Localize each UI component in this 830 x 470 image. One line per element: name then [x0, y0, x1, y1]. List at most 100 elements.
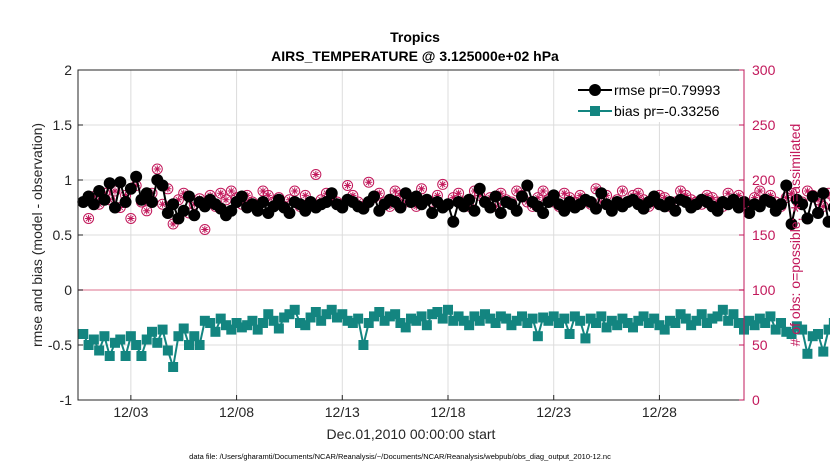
assimilated-marker	[312, 170, 320, 179]
assimilated-marker	[703, 191, 711, 199]
bias-point	[585, 313, 596, 324]
bias-point	[823, 324, 830, 335]
series-rmse	[77, 170, 830, 230]
bias-point	[797, 324, 808, 335]
rmse-point	[806, 190, 819, 203]
bias-point	[416, 311, 427, 322]
bias-point	[427, 309, 438, 320]
rmse-point	[822, 215, 830, 228]
rmse-point	[817, 187, 830, 200]
bias-point	[347, 318, 358, 328]
bias-point	[221, 320, 231, 331]
bias-point	[94, 345, 105, 356]
assimilated-marker	[724, 189, 732, 197]
bias-point	[696, 309, 707, 320]
bias-point	[749, 320, 760, 331]
bias-point	[358, 340, 369, 350]
y-right-tick-label: 0	[752, 392, 760, 408]
bias-point	[596, 311, 607, 322]
assimilated-marker	[814, 196, 822, 204]
rmse-point	[775, 198, 787, 211]
rmse-point	[442, 198, 454, 211]
rmse-point	[558, 204, 571, 217]
bias-point	[242, 320, 253, 331]
bias-point	[802, 348, 813, 359]
bias-point	[744, 315, 755, 326]
bias-point	[421, 320, 432, 331]
y-left-tick-label: 1.5	[53, 117, 73, 133]
rmse-point	[320, 196, 333, 208]
rmse-point	[156, 179, 169, 192]
bias-point	[437, 313, 448, 324]
y-right-tick-label: 250	[752, 117, 776, 133]
bias-point	[268, 315, 279, 326]
rmse-point	[140, 187, 153, 200]
assimilated-marker	[391, 187, 399, 195]
bias-point	[316, 315, 327, 326]
rmse-point	[167, 198, 180, 211]
rmse-point	[109, 201, 121, 214]
bias-point	[252, 324, 263, 335]
possible-marker	[754, 185, 766, 197]
rmse-point	[130, 170, 143, 183]
bias-point	[495, 311, 506, 322]
rmse-point	[146, 196, 158, 208]
x-tick-label: 12/28	[642, 404, 677, 420]
bias-point	[152, 337, 163, 348]
assimilated-marker	[766, 191, 775, 199]
bias-point	[527, 313, 538, 324]
bias-point	[353, 313, 364, 324]
assimilated-marker	[439, 180, 447, 188]
plot-area: 12/03 12/08 12/13 12/18 12/23 12/28 -1 -0.5 0 0.…	[48, 62, 830, 420]
bias-point	[279, 312, 290, 323]
bias-point	[480, 309, 490, 320]
x-tick-label: 12/03	[113, 404, 148, 420]
assimilated-marker	[375, 189, 383, 197]
assimilated-marker	[539, 187, 547, 195]
y-left-tick-label: 2	[64, 62, 72, 78]
assimilated-marker	[676, 187, 685, 195]
rmse-point	[183, 190, 195, 203]
bias-point	[643, 318, 654, 328]
bias-point	[88, 334, 99, 345]
rmse-point	[494, 207, 507, 219]
rmse-point	[489, 190, 502, 203]
assimilated-marker	[180, 189, 188, 197]
rmse-point	[225, 204, 238, 217]
x-axis-label: Dec.01,2010 00:00:00 start	[327, 426, 496, 442]
bias-point	[638, 311, 649, 322]
bias-point	[807, 331, 818, 342]
bias-point	[612, 320, 623, 331]
y-right-tick-label: 150	[752, 227, 776, 243]
bias-point	[686, 320, 697, 331]
assimilated-marker	[618, 187, 627, 195]
bias-point	[580, 333, 591, 344]
bias-point	[258, 318, 268, 328]
bias-point	[765, 311, 776, 322]
bias-point	[606, 315, 617, 326]
bias-point	[702, 318, 712, 328]
bias-point	[131, 340, 142, 350]
bias-point	[236, 322, 247, 333]
y-left-tick-label: -1	[60, 392, 73, 408]
assimilated-marker	[782, 194, 790, 202]
bias-point	[326, 304, 337, 315]
bias-point	[120, 351, 131, 361]
assimilated-marker	[576, 191, 584, 199]
assimilated-marker	[750, 194, 759, 202]
bias-point	[125, 331, 136, 342]
bias-point	[818, 346, 829, 357]
bias-point	[400, 322, 411, 333]
rmse-point	[780, 179, 793, 192]
assimilated-marker	[153, 165, 161, 173]
rmse-point	[119, 196, 132, 208]
rmse-point	[516, 190, 528, 203]
assimilated-marker	[111, 187, 119, 195]
bias-point	[157, 324, 168, 335]
bias-point	[485, 313, 496, 324]
rmse-point	[463, 193, 476, 206]
bias-point	[728, 309, 739, 320]
rmse-point	[484, 201, 497, 214]
bias-point	[532, 331, 543, 342]
